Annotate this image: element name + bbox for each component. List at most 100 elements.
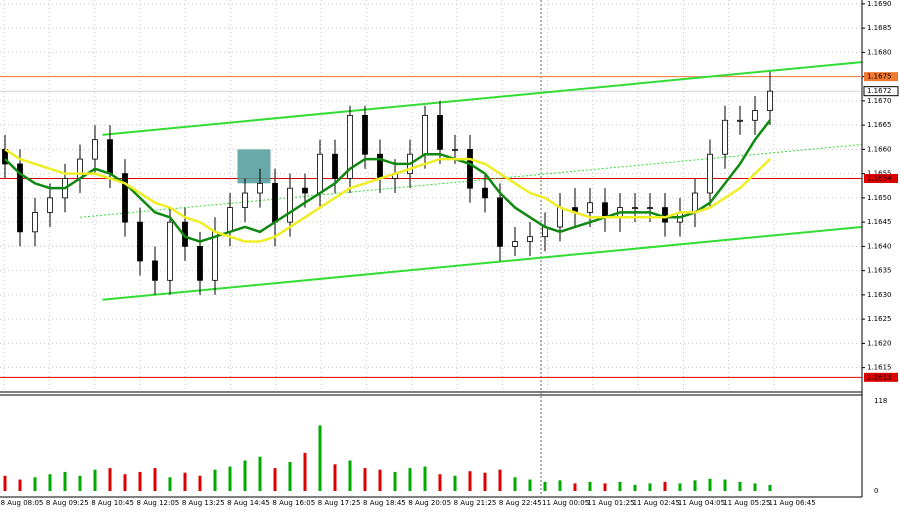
x-tick-label: 8 Aug 13:25	[182, 499, 225, 507]
candle-body	[737, 119, 743, 122]
candle-body	[587, 202, 593, 213]
candle-body	[512, 241, 518, 247]
candle-body	[212, 231, 218, 281]
candle-body	[227, 207, 233, 233]
volume-bar	[3, 475, 7, 491]
volume-bar	[723, 479, 727, 491]
volume-bar	[468, 471, 472, 491]
y-tick-label: 1.1685	[867, 24, 892, 32]
volume-bar	[498, 469, 502, 491]
level-label-box	[864, 372, 898, 382]
level-label: 1.1654	[867, 174, 892, 182]
candle-body	[242, 192, 248, 208]
volume-bar	[258, 456, 262, 491]
volume-bar	[678, 483, 682, 491]
candle-body	[557, 207, 563, 228]
candle-body	[422, 115, 428, 155]
x-tick-label: 8 Aug 12:05	[137, 499, 180, 507]
y-tick-label: 1.1635	[867, 267, 892, 275]
candle-body	[662, 207, 668, 223]
volume-bar	[753, 483, 757, 491]
trendline	[102, 225, 862, 301]
candle-body	[437, 115, 443, 150]
candle-body	[767, 90, 773, 111]
volume-bar	[153, 468, 157, 491]
y-tick-label: 1.1650	[867, 194, 892, 202]
candle-body	[482, 187, 488, 199]
volume-bar	[48, 474, 52, 491]
candle-body	[332, 153, 338, 179]
candle-body	[302, 187, 308, 194]
volume-bar	[558, 480, 562, 491]
volume-bar	[393, 471, 397, 491]
y-tick-label: 1.1680	[867, 48, 892, 56]
moving-average	[4, 119, 771, 243]
volume-bar	[333, 464, 337, 491]
y-tick-label: 1.1670	[867, 97, 892, 105]
x-tick-label: 8 Aug 22:45	[499, 499, 542, 507]
y-tick-label: 1.1625	[867, 315, 892, 323]
candle-body	[347, 115, 353, 179]
x-tick-label: 8 Aug 20:05	[408, 499, 451, 507]
candle-body	[452, 148, 458, 151]
volume-bar	[603, 483, 607, 491]
y-tick-label: 1.1630	[867, 291, 892, 299]
level-label: 1.1672	[867, 87, 892, 95]
candle-body	[527, 236, 533, 242]
volume-bar	[453, 475, 457, 491]
volume-bar	[93, 469, 97, 491]
volume-bar	[543, 481, 547, 491]
volume-bar	[288, 462, 292, 491]
x-tick-label: 11 Aug 02:45	[633, 499, 680, 507]
y-tick-label: 1.1620	[867, 339, 892, 347]
candle-body	[632, 207, 638, 209]
candle-body	[122, 173, 128, 223]
signal-zone	[237, 149, 271, 184]
candle-body	[92, 139, 98, 160]
x-tick-label: 8 Aug 08:05	[1, 499, 44, 507]
x-tick-label: 8 Aug 21:25	[454, 499, 497, 507]
x-tick-label: 8 Aug 09:25	[46, 499, 89, 507]
x-tick-label: 8 Aug 16:05	[272, 499, 315, 507]
y-tick-label: 1.1655	[867, 170, 892, 178]
volume-bar	[513, 477, 517, 491]
volume-bar	[423, 466, 427, 491]
candle-body	[32, 212, 38, 233]
volume-bar	[588, 481, 592, 491]
candle-body	[152, 260, 158, 281]
volume-bar	[168, 477, 172, 491]
candle-body	[47, 197, 53, 213]
y-tick-label: 1.1645	[867, 218, 892, 226]
y-tick-label: 1.1640	[867, 242, 892, 250]
volume-bar	[483, 472, 487, 491]
volume-bar	[123, 474, 127, 491]
level-label-box	[864, 72, 898, 82]
volume-bar	[108, 468, 112, 491]
volume-bar	[348, 460, 352, 491]
volume-bar	[618, 481, 622, 491]
candle-body	[752, 110, 758, 121]
candle-body	[722, 119, 728, 155]
volume-bar	[138, 471, 142, 491]
candle-body	[317, 153, 323, 194]
x-tick-label: 11 Aug 06:45	[768, 499, 815, 507]
candle-body	[107, 139, 113, 175]
volume-bar	[528, 479, 532, 491]
level-label: 1.1613	[867, 373, 892, 381]
x-tick-label: 11 Aug 05:25	[723, 499, 770, 507]
volume-bar	[213, 469, 217, 491]
candle-body	[497, 197, 503, 247]
y-tick-label: 1.1665	[867, 121, 892, 129]
level-label: 1.1675	[867, 73, 892, 81]
volume-bar	[228, 466, 232, 491]
x-tick-label: 8 Aug 10:45	[91, 499, 134, 507]
volume-bar	[648, 483, 652, 491]
y-tick-label: 1.1615	[867, 364, 892, 372]
candle-body	[287, 187, 293, 223]
y-tick-label: 1.1690	[867, 0, 892, 8]
candle-body	[692, 192, 698, 213]
volume-bar	[33, 477, 37, 491]
volume-bar	[768, 484, 772, 491]
